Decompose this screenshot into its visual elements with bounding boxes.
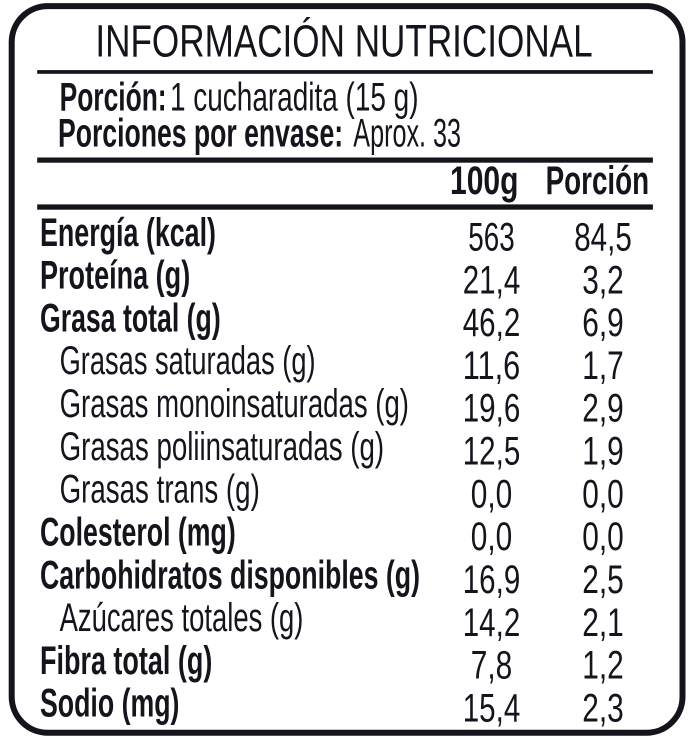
svg-text:14,2: 14,2	[463, 601, 521, 645]
svg-text:Sodio (mg): Sodio (mg)	[40, 682, 179, 726]
svg-text:1,9: 1,9	[582, 430, 624, 474]
svg-text:Energía (kcal): Energía (kcal)	[40, 211, 216, 255]
svg-text:Porción:: Porción:	[60, 76, 167, 120]
svg-text:2,9: 2,9	[582, 387, 624, 431]
svg-text:15,4: 15,4	[463, 686, 521, 730]
svg-text:0,0: 0,0	[471, 515, 513, 559]
svg-text:12,5: 12,5	[463, 430, 521, 474]
svg-text:Proteína (g): Proteína (g)	[40, 254, 190, 298]
svg-text:Fibra total (g): Fibra total (g)	[40, 639, 212, 683]
svg-text:100g: 100g	[450, 159, 519, 203]
svg-text:Azúcares totales (g): Azúcares totales (g)	[60, 596, 304, 640]
svg-text:INFORMACIÓN NUTRICIONAL: INFORMACIÓN NUTRICIONAL	[95, 16, 592, 67]
svg-text:Grasas saturadas (g): Grasas saturadas (g)	[60, 339, 316, 383]
svg-text:2,1: 2,1	[582, 601, 624, 645]
svg-text:2,5: 2,5	[582, 558, 624, 602]
svg-text:Colesterol (mg): Colesterol (mg)	[40, 511, 236, 555]
svg-text:Grasas poliinsaturadas (g): Grasas poliinsaturadas (g)	[60, 425, 385, 469]
svg-text:Grasas trans (g): Grasas trans (g)	[60, 468, 260, 512]
svg-text:1 cucharadita (15 g): 1 cucharadita (15 g)	[170, 76, 419, 120]
svg-text:Grasa total (g): Grasa total (g)	[40, 296, 221, 340]
svg-text:3,2: 3,2	[582, 258, 624, 302]
svg-text:2,3: 2,3	[582, 686, 624, 730]
svg-text:21,4: 21,4	[463, 258, 521, 302]
svg-text:7,8: 7,8	[471, 644, 513, 688]
svg-text:1,7: 1,7	[582, 344, 624, 388]
svg-text:Porción: Porción	[546, 159, 650, 203]
svg-text:0,0: 0,0	[582, 472, 624, 516]
svg-text:84,5: 84,5	[574, 216, 632, 260]
svg-text:Porciones por envase:: Porciones por envase:	[58, 112, 343, 156]
svg-text:Grasas monoinsaturadas (g): Grasas monoinsaturadas (g)	[60, 382, 409, 426]
svg-text:0,0: 0,0	[471, 472, 513, 516]
svg-text:Carbohidratos disponibles (g): Carbohidratos disponibles (g)	[40, 553, 420, 597]
svg-text:1,2: 1,2	[582, 644, 624, 688]
svg-text:563: 563	[468, 216, 514, 260]
svg-text:19,6: 19,6	[463, 387, 521, 431]
svg-text:46,2: 46,2	[463, 301, 521, 345]
svg-text:11,6: 11,6	[463, 344, 521, 388]
svg-text:6,9: 6,9	[582, 301, 624, 345]
svg-text:0,0: 0,0	[582, 515, 624, 559]
svg-text:Aprox. 33: Aprox. 33	[353, 112, 461, 156]
svg-text:16,9: 16,9	[463, 558, 521, 602]
